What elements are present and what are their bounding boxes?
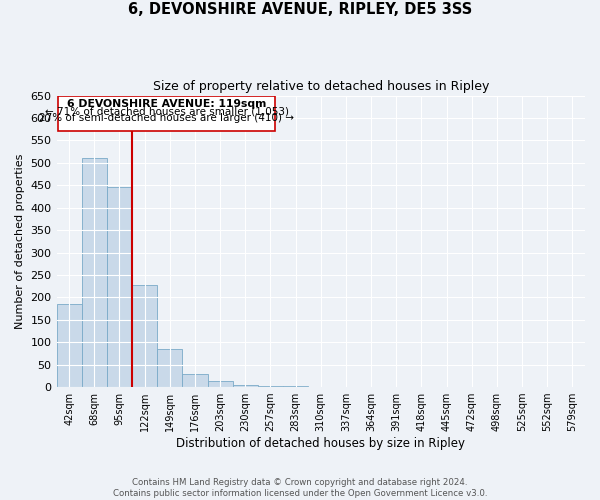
Text: 6 DEVONSHIRE AVENUE: 119sqm: 6 DEVONSHIRE AVENUE: 119sqm <box>67 98 266 108</box>
Bar <box>56 304 82 387</box>
Text: ← 71% of detached houses are smaller (1,053): ← 71% of detached houses are smaller (1,… <box>44 106 289 117</box>
Bar <box>132 285 157 387</box>
FancyBboxPatch shape <box>58 96 275 130</box>
Bar <box>157 349 182 387</box>
Text: 27% of semi-detached houses are larger (410) →: 27% of semi-detached houses are larger (… <box>39 114 294 124</box>
Text: 6, DEVONSHIRE AVENUE, RIPLEY, DE5 3SS: 6, DEVONSHIRE AVENUE, RIPLEY, DE5 3SS <box>128 2 472 18</box>
Y-axis label: Number of detached properties: Number of detached properties <box>15 154 25 329</box>
Bar <box>182 374 208 387</box>
Text: Contains HM Land Registry data © Crown copyright and database right 2024.
Contai: Contains HM Land Registry data © Crown c… <box>113 478 487 498</box>
X-axis label: Distribution of detached houses by size in Ripley: Distribution of detached houses by size … <box>176 437 465 450</box>
Title: Size of property relative to detached houses in Ripley: Size of property relative to detached ho… <box>152 80 489 93</box>
Bar <box>233 386 258 387</box>
Bar <box>258 386 283 387</box>
Bar <box>208 381 233 387</box>
Bar <box>283 386 308 387</box>
Bar <box>82 158 107 387</box>
Bar <box>107 188 132 387</box>
